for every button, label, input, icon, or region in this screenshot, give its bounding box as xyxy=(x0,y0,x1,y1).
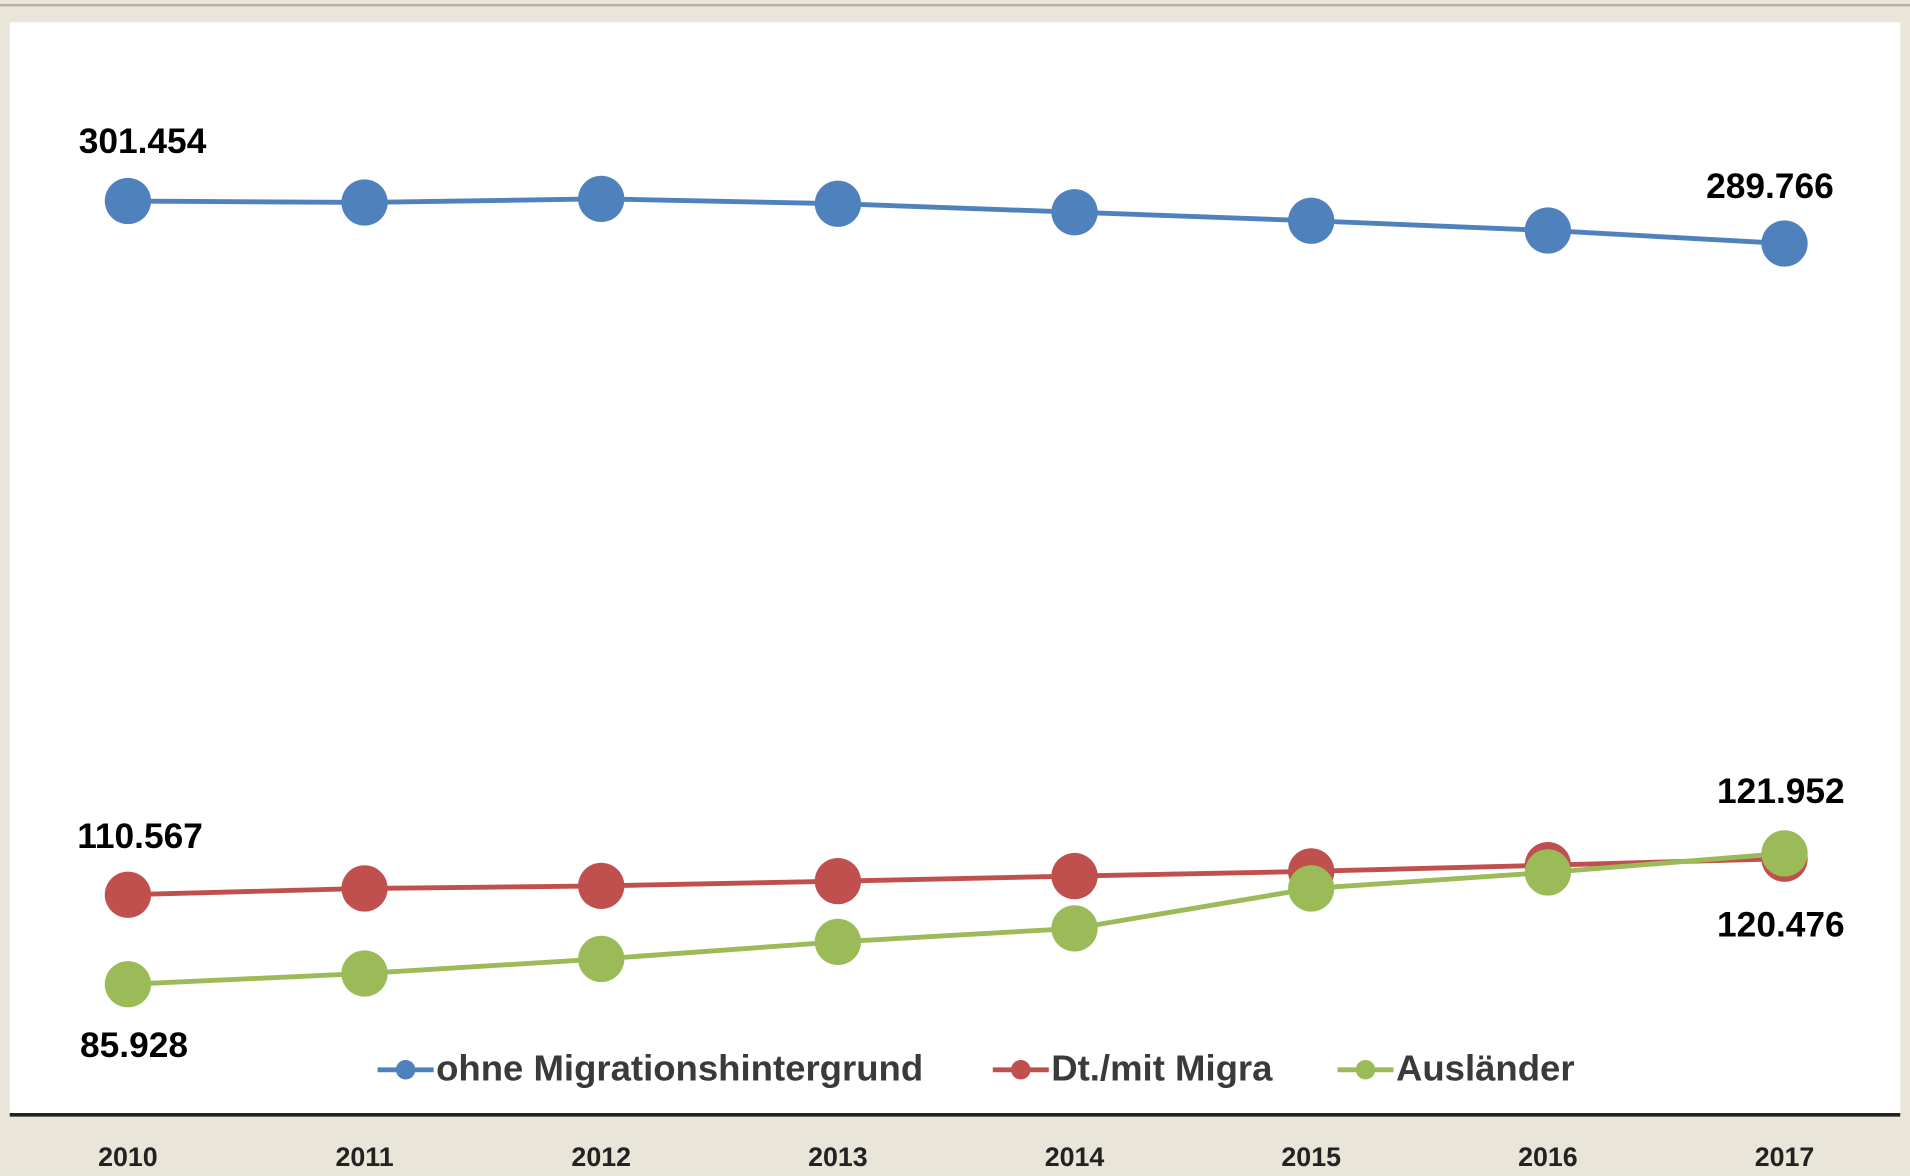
data-point xyxy=(1761,220,1808,267)
data-point xyxy=(1288,197,1335,244)
x-tick-label: 2014 xyxy=(1045,1142,1105,1172)
data-point xyxy=(1051,852,1098,900)
legend-label: ohne Migrationshintergrund xyxy=(436,1048,923,1089)
data-point xyxy=(104,177,152,225)
series-line xyxy=(127,850,1785,987)
x-tick-label: 2012 xyxy=(571,1142,631,1172)
data-label: 110.567 xyxy=(77,817,203,856)
legend-label: Ausländer xyxy=(1396,1048,1575,1089)
legend-marker xyxy=(395,1060,416,1080)
series-line xyxy=(127,196,1785,246)
data-point xyxy=(814,858,862,905)
x-tick-label: 2017 xyxy=(1755,1142,1815,1172)
data-point xyxy=(341,865,388,912)
data-point xyxy=(104,961,152,1008)
data-point xyxy=(1761,830,1808,877)
data-point xyxy=(578,935,625,983)
series-line xyxy=(127,856,1785,898)
data-point xyxy=(578,175,625,222)
data-point xyxy=(1524,849,1572,896)
data-label: 289.766 xyxy=(1706,167,1834,206)
data-label: 85.928 xyxy=(80,1026,188,1065)
data-point xyxy=(578,862,625,910)
legend-marker xyxy=(1011,1060,1031,1080)
x-tick-label: 2015 xyxy=(1281,1142,1341,1172)
data-label: 301.454 xyxy=(79,122,207,161)
x-tick-label: 2011 xyxy=(336,1142,394,1172)
data-label: 121.952 xyxy=(1717,772,1845,811)
data-point xyxy=(1288,865,1335,912)
data-point xyxy=(104,871,152,918)
data-label: 120.476 xyxy=(1717,905,1845,944)
x-tick-label: 2016 xyxy=(1518,1142,1578,1172)
data-point xyxy=(814,918,862,965)
plot-panel xyxy=(9,22,1901,1115)
data-point xyxy=(814,180,862,227)
data-point xyxy=(341,950,388,997)
x-tick-label: 2013 xyxy=(808,1142,868,1172)
data-point xyxy=(1051,905,1098,952)
x-tick-label: 2010 xyxy=(98,1142,158,1172)
data-point xyxy=(1051,189,1098,236)
data-point xyxy=(341,179,388,226)
legend-marker xyxy=(1355,1060,1376,1080)
data-point xyxy=(1524,207,1572,254)
legend-label: Dt./mit Migra xyxy=(1051,1048,1273,1089)
